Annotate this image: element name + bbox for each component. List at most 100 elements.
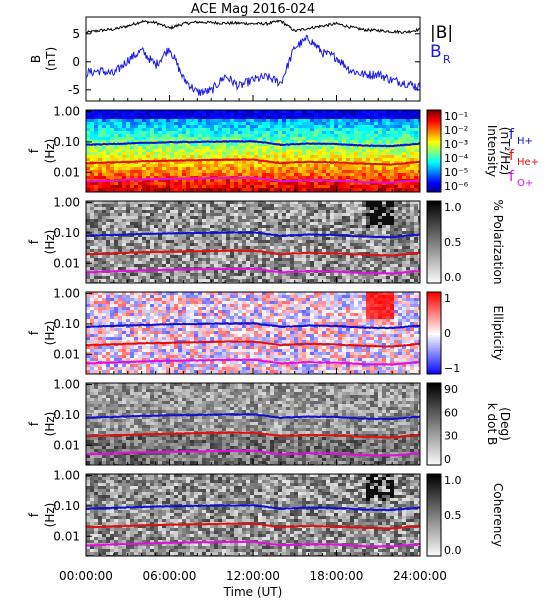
panel-kdotb: 1.00 0.10 0.01 f (Hz) 90 60 30 0 k dot B (Deg) <box>27 378 512 466</box>
panel-coherency: 1.00 0.10 0.01 f (Hz) 1.0 0.5 0.0 Coherency <box>27 469 505 557</box>
x-axis: 00:00:00 06:00:00 12:00:00 18:00:00 24:00:00 <box>59 95 447 583</box>
colorbar-unit: (Deg) <box>498 407 512 441</box>
colorbar-tick-label: 90 <box>444 383 458 396</box>
b-r-line <box>86 34 420 96</box>
fh-line <box>86 412 420 421</box>
fh-line <box>86 503 420 512</box>
f-ytick-label: 1.00 <box>53 469 80 483</box>
f-ylabel: f <box>27 148 41 153</box>
f-ytick-label: 0.10 <box>53 226 80 240</box>
colorbar: 10⁻¹10⁻²10⁻³10⁻⁴10⁻⁵10⁻⁶ Intensity (nT²/Hz… <box>426 109 512 193</box>
legend-b-r-subscript: R <box>443 53 451 66</box>
colorbar-tick-label: 60 <box>444 406 458 419</box>
colorbar-tick-label: 30 <box>444 430 458 443</box>
fo-line <box>86 449 420 457</box>
f-ytick-label: 1.00 <box>53 378 80 392</box>
panel-polarization: 1.00 0.10 0.01 f (Hz) 1.0 0.5 0.0 % Polarization <box>27 196 505 285</box>
f-yunit: (Hz) <box>43 230 57 255</box>
fo-line <box>86 358 420 366</box>
fhe-line <box>86 158 420 166</box>
f-ytick-label: 1.00 <box>53 196 80 210</box>
legend-fo-sub: O+ <box>517 178 533 189</box>
colorbar-tick-label: 0.5 <box>444 236 462 249</box>
f-ylabel: f <box>27 239 41 244</box>
f-ytick-label: 1.00 <box>53 105 80 119</box>
legend-b-r: B <box>430 42 442 62</box>
legend-fh: f <box>509 127 515 143</box>
colorbar-frame <box>426 291 442 375</box>
panel-ellipticity: 1.00 0.10 0.01 f (Hz) 1 0 −1 Ellipticity <box>27 287 505 375</box>
colorbar-unit: (nT²/Hz) <box>498 127 512 175</box>
colorbar-frame <box>426 382 442 466</box>
colorbar: 90 60 30 0 k dot B (Deg) <box>426 382 512 466</box>
fhe-line <box>86 249 420 257</box>
colorbar-tick-label: 0.0 <box>444 271 462 284</box>
fo-line <box>86 540 420 548</box>
b-ytick-label: -5 <box>68 83 80 97</box>
figure-title: ACE Mag 2016-024 <box>191 2 315 17</box>
colorbar-tick-label: 10⁻¹ <box>444 110 468 123</box>
fo-line <box>86 176 420 184</box>
colorbar-tick-label: 1.0 <box>444 474 462 487</box>
fhe-line <box>86 522 420 530</box>
legend-fh-sub: H+ <box>517 136 533 147</box>
colorbar-label: % Polarization <box>491 200 505 285</box>
x-tick-label: 24:00:00 <box>393 569 447 583</box>
panel-b-frame <box>85 16 421 102</box>
fh-line <box>86 139 420 148</box>
colorbar: 1.0 0.5 0.0 % Polarization <box>426 200 505 285</box>
colorbar-tick-label: 10⁻⁶ <box>444 180 469 193</box>
f-ytick-label: 0.01 <box>53 347 80 361</box>
fhe-line <box>86 431 420 439</box>
colorbar-tick-label: 0 <box>444 453 451 466</box>
f-yunit: (Hz) <box>43 503 57 528</box>
colorbar-tick-label: 0.0 <box>444 544 462 557</box>
colorbar-tick-label: 0 <box>444 327 451 340</box>
panel-intensity: 1.000.100.01f (Hz)10⁻¹10⁻²10⁻³10⁻⁴10⁻⁵10⁻… <box>27 105 512 193</box>
gyro-legend: f H+ f He+ f O+ <box>509 127 539 189</box>
colorbar-tick-label: −1 <box>444 362 460 375</box>
f-ylabel: f <box>27 421 41 426</box>
f-ytick-label: 0.01 <box>53 256 80 270</box>
colorbar-tick-label: 10⁻³ <box>444 138 468 151</box>
colorbar-tick-label: 10⁻² <box>444 124 468 137</box>
panel-b-yunit: (nT) <box>44 47 58 71</box>
f-yunit: (Hz) <box>43 412 57 437</box>
f-ytick-label: 0.10 <box>53 135 80 149</box>
x-tick-label: 18:00:00 <box>310 569 364 583</box>
spectrogram-cells <box>86 201 420 283</box>
legend-fhe: f <box>509 148 515 164</box>
colorbar-tick-label: 1.0 <box>444 201 462 214</box>
b-total-line <box>86 19 420 35</box>
f-ytick-label: 1.00 <box>53 287 80 301</box>
colorbar-tick-label: 0.5 <box>444 509 462 522</box>
panel-b-ylabel: B <box>29 55 43 63</box>
spectrogram-cells <box>86 292 420 374</box>
f-ytick-label: 0.01 <box>53 165 80 179</box>
fh-line <box>86 321 420 330</box>
x-tick-label: 12:00:00 <box>226 569 280 583</box>
f-ylabel: f <box>27 512 41 517</box>
legend-fo: f <box>509 169 515 185</box>
fo-line <box>86 267 420 275</box>
f-ytick-label: 0.10 <box>53 317 80 331</box>
colorbar-tick-label: 10⁻⁵ <box>444 166 468 179</box>
fhe-line <box>86 340 420 348</box>
colorbar-frame <box>426 200 442 284</box>
legend-b-total: |B| <box>430 23 453 43</box>
f-yunit: (Hz) <box>43 139 57 164</box>
colorbar: 1.0 0.5 0.0 Coherency <box>426 473 505 557</box>
b-ytick-label: 0 <box>72 55 80 69</box>
x-tick-label: 00:00:00 <box>59 569 113 583</box>
legend-fhe-sub: He+ <box>517 157 539 168</box>
f-yunit: (Hz) <box>43 321 57 346</box>
colorbar: 1 0 −1 Ellipticity <box>426 291 505 375</box>
f-ytick-label: 0.10 <box>53 408 80 422</box>
x-axis-label: Time (UT) <box>223 585 283 599</box>
colorbar-label: k dot B <box>485 403 499 445</box>
colorbar-label: Coherency <box>491 483 505 547</box>
panel-b: 5 0 -5 B (nT) |B| B R <box>29 16 453 102</box>
colorbar-frame <box>426 473 442 557</box>
colorbar-tick-label: 1 <box>444 292 451 305</box>
